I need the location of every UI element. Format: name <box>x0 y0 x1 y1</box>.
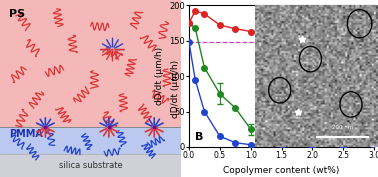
FancyBboxPatch shape <box>0 154 181 177</box>
Text: dD/dt (μm/h): dD/dt (μm/h) <box>170 59 180 118</box>
Text: 200 nm: 200 nm <box>332 125 353 130</box>
Text: B: B <box>195 132 203 142</box>
Text: PMMA: PMMA <box>9 129 43 139</box>
FancyBboxPatch shape <box>0 127 181 154</box>
Y-axis label: dD/dt (μm/h): dD/dt (μm/h) <box>155 47 164 105</box>
Text: silica substrate: silica substrate <box>59 161 122 170</box>
FancyBboxPatch shape <box>0 0 181 127</box>
Text: PS: PS <box>9 9 25 19</box>
X-axis label: Copolymer content (wt%): Copolymer content (wt%) <box>223 166 340 175</box>
